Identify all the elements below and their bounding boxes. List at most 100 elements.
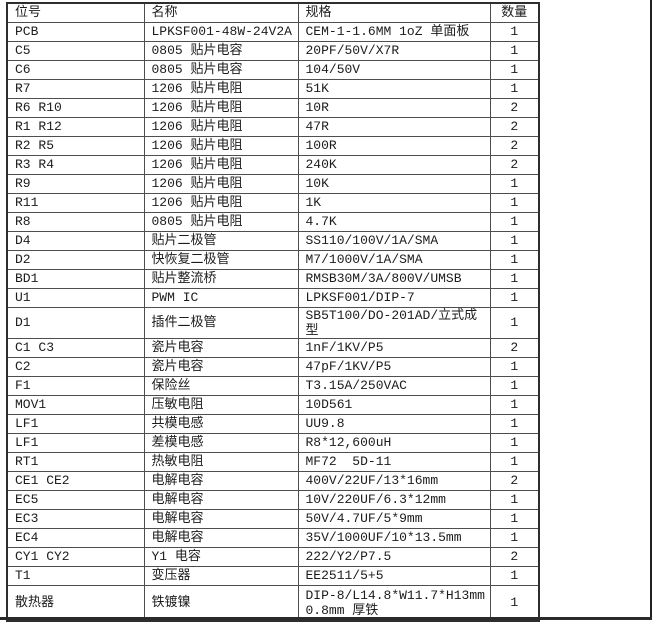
qty-cell: 1 (489, 451, 540, 472)
spec-cell: M7/1000V/1A/SMA (297, 249, 491, 270)
spec-cell: 50V/4.7UF/5*9mm (297, 508, 491, 529)
qty-cell: 1 (489, 508, 540, 529)
col-header-spec: 规格 (297, 2, 491, 23)
page-right-edge (650, 0, 652, 620)
spec-cell: 100R (297, 135, 491, 156)
table-row: C1 C3 瓷片电容 1nF/1KV/P5 2 (6, 337, 540, 358)
name-cell: 1206 贴片电阻 (143, 154, 299, 175)
qty-cell: 1 (489, 173, 540, 194)
table-row: LF1 差模电感 R8*12,600uH 1 (6, 432, 540, 453)
spec-cell: 10R (297, 97, 491, 118)
qty-cell: 1 (489, 230, 540, 251)
table-body: PCB LPKSF001-48W-24V2A CEM-1-1.6MM 1oZ 单面板… (6, 21, 540, 622)
table-row: EC5 电解电容 10V/220UF/6.3*12mm 1 (6, 489, 540, 510)
table-row: R9 1206 贴片电阻 10K 1 (6, 173, 540, 194)
name-cell: 压敏电阻 (143, 394, 299, 415)
table-row: R2 R5 1206 贴片电阻 100R 2 (6, 135, 540, 156)
qty-cell: 1 (489, 375, 540, 396)
name-cell: 电解电容 (143, 508, 299, 529)
spec-cell: UU9.8 (297, 413, 491, 434)
spec-cell: 240K (297, 154, 491, 175)
spec-cell: 1nF/1KV/P5 (297, 337, 491, 358)
pos-cell: D1 (6, 306, 145, 339)
spec-cell: 47R (297, 116, 491, 137)
name-cell: 电解电容 (143, 470, 299, 491)
table-row: R11 1206 贴片电阻 1K 1 (6, 192, 540, 213)
spec-cell: 104/50V (297, 59, 491, 80)
pos-cell: BD1 (6, 268, 145, 289)
table-row: BD1 贴片整流桥 RMSB30M/3A/800V/UMSB 1 (6, 268, 540, 289)
name-cell: 贴片整流桥 (143, 268, 299, 289)
pos-cell: CY1 CY2 (6, 546, 145, 567)
pos-cell: F1 (6, 375, 145, 396)
qty-cell: 2 (489, 470, 540, 491)
qty-cell: 1 (489, 565, 540, 586)
qty-cell: 1 (489, 40, 540, 61)
name-cell: 1206 贴片电阻 (143, 78, 299, 99)
name-cell: 1206 贴片电阻 (143, 135, 299, 156)
qty-cell: 1 (489, 268, 540, 289)
bom-table: 位号 名称 规格 数量 PCB LPKSF001-48W-24V2A CEM-1-1… (6, 2, 540, 622)
name-cell: 1206 贴片电阻 (143, 116, 299, 137)
pos-cell: R7 (6, 78, 145, 99)
name-cell: 0805 贴片电容 (143, 59, 299, 80)
name-cell: 瓷片电容 (143, 337, 299, 358)
table-row: C2 瓷片电容 47pF/1KV/P5 1 (6, 356, 540, 377)
name-cell: Y1 电容 (143, 546, 299, 567)
table-row: D2 快恢复二极管 M7/1000V/1A/SMA 1 (6, 249, 540, 270)
table-row: F1 保险丝 T3.15A/250VAC 1 (6, 375, 540, 396)
pos-cell: R1 R12 (6, 116, 145, 137)
spec-cell: 4.7K (297, 211, 491, 232)
spec-cell: DIP-8/L14.8*W11.7*H13mm 0.8mm 厚铁 (297, 584, 491, 622)
table-row: T1 变压器 EE2511/5+5 1 (6, 565, 540, 586)
spec-cell: SS110/100V/1A/SMA (297, 230, 491, 251)
table-row: D4 贴片二极管 SS110/100V/1A/SMA 1 (6, 230, 540, 251)
pos-cell: R9 (6, 173, 145, 194)
pos-cell: 散热器 (6, 584, 145, 622)
pos-cell: PCB (6, 21, 145, 42)
name-cell: 0805 贴片电容 (143, 40, 299, 61)
table-row: U1 PWM IC LPKSF001/DIP-7 1 (6, 287, 540, 308)
qty-cell: 1 (489, 59, 540, 80)
name-cell: 1206 贴片电阻 (143, 97, 299, 118)
spec-cell: 51K (297, 78, 491, 99)
header-row: 位号 名称 规格 数量 (6, 2, 540, 23)
pos-cell: CE1 CE2 (6, 470, 145, 491)
pos-cell: R11 (6, 192, 145, 213)
name-cell: 电解电容 (143, 489, 299, 510)
pos-cell: R6 R10 (6, 97, 145, 118)
table-row: MOV1 压敏电阻 10D561 1 (6, 394, 540, 415)
table-row: D1 插件二极管 SB5T100/DO-201AD/立式成型 1 (6, 306, 540, 339)
spec-cell: RMSB30M/3A/800V/UMSB (297, 268, 491, 289)
name-cell: PWM IC (143, 287, 299, 308)
name-cell: 贴片二极管 (143, 230, 299, 251)
qty-cell: 1 (489, 78, 540, 99)
name-cell: 电解电容 (143, 527, 299, 548)
table-row: LF1 共模电感 UU9.8 1 (6, 413, 540, 434)
qty-cell: 1 (489, 211, 540, 232)
pos-cell: RT1 (6, 451, 145, 472)
table-row: C5 0805 贴片电容 20PF/50V/X7R 1 (6, 40, 540, 61)
qty-cell: 1 (489, 306, 540, 339)
page-bottom-edge (0, 617, 652, 620)
table-row: R1 R12 1206 贴片电阻 47R 2 (6, 116, 540, 137)
name-cell: 热敏电阻 (143, 451, 299, 472)
col-header-quantity: 数量 (489, 2, 540, 23)
spec-cell: 47pF/1KV/P5 (297, 356, 491, 377)
table-row: R7 1206 贴片电阻 51K 1 (6, 78, 540, 99)
name-cell: 瓷片电容 (143, 356, 299, 377)
name-cell: 变压器 (143, 565, 299, 586)
pos-cell: LF1 (6, 432, 145, 453)
qty-cell: 1 (489, 192, 540, 213)
qty-cell: 1 (489, 356, 540, 377)
table-row: 散热器 铁镀镍 DIP-8/L14.8*W11.7*H13mm 0.8mm 厚铁 1 (6, 584, 540, 622)
table-row: EC4 电解电容 35V/1000UF/10*13.5mm 1 (6, 527, 540, 548)
name-cell: 0805 贴片电阻 (143, 211, 299, 232)
spec-cell: LPKSF001/DIP-7 (297, 287, 491, 308)
spec-cell: CEM-1-1.6MM 1oZ 单面板 (297, 21, 491, 42)
qty-cell: 1 (489, 21, 540, 42)
name-cell: 1206 贴片电阻 (143, 173, 299, 194)
qty-cell: 2 (489, 97, 540, 118)
pos-cell: D2 (6, 249, 145, 270)
